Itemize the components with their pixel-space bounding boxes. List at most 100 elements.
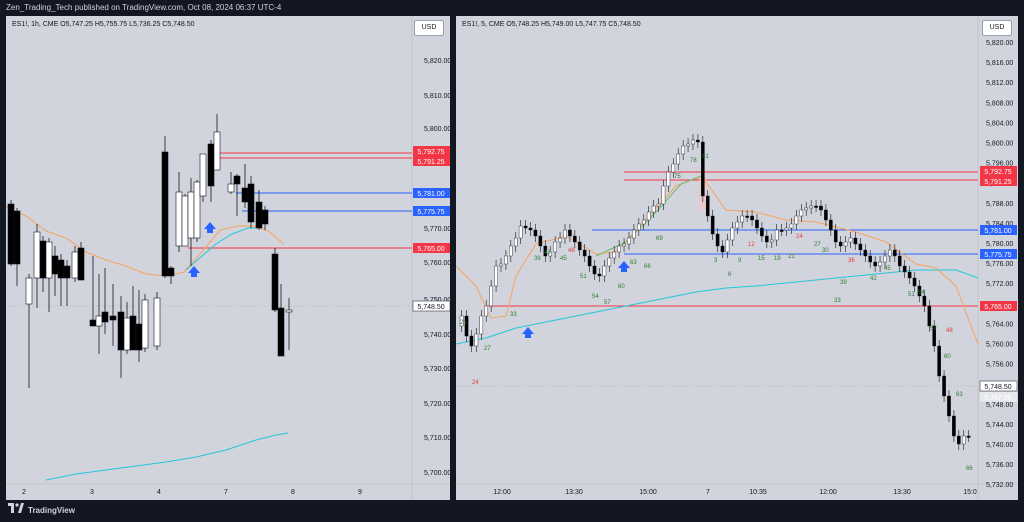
candle [957,435,961,445]
x-tick-label: 15:0 [963,489,977,496]
right-currency-button[interactable]: USD [982,20,1012,36]
candle [873,261,877,267]
counter-number-green: 81 [702,154,709,160]
y-tick-label: 5,788.00 [986,201,1013,208]
candle [745,215,749,218]
candle [285,309,293,313]
candle [261,209,269,225]
candle [833,229,838,243]
buy-arrow-icon [618,261,630,272]
left-label-5765: 5,765.00 [417,246,444,253]
candle [499,263,503,267]
right-y-ticks: 5,820.00 5,816.00 5,812.00 5,808.00 5,804.00… [986,40,1013,489]
candle [582,249,587,257]
candle [760,227,764,237]
candle [464,315,469,337]
candle [922,295,927,307]
counter-number-green: 39 [534,256,541,262]
candle [25,277,33,305]
counter-number-green: 27 [814,242,821,248]
candle [592,265,597,275]
counter-number-green: 45 [884,266,891,272]
candle [961,435,966,445]
counter-number-green: 3 [714,258,718,264]
counter-number-green: 75 [674,174,681,180]
candle [153,297,161,347]
candle [587,255,592,267]
candle [917,285,922,297]
left-candles [7,114,293,388]
counter-number-green: 33 [510,312,517,318]
candle [568,229,572,237]
right-level-labels: 5,792.75 5,791.25 5,781.00 5,775.75 5,76… [979,166,1018,402]
ema-long-line [45,432,289,481]
candle [474,333,479,347]
right-chart-svg[interactable]: 5,820.00 5,816.00 5,812.00 5,808.00 5,804.00… [456,16,1018,500]
candle [181,195,189,247]
candle [750,215,754,221]
brand-name: TradingView [28,506,75,515]
y-tick-label: 5,764.00 [986,321,1013,328]
candle [494,265,498,287]
y-tick-label: 5,800.00 [424,126,450,133]
right-label-last-price: 5,748.50 [984,384,1011,391]
counter-number-red: 48 [946,328,953,334]
candle [656,203,661,207]
candle [740,215,745,223]
candle [39,240,47,279]
candle [804,207,809,211]
candle [523,225,528,229]
candle [769,239,774,243]
candle [686,143,690,147]
left-chart-svg[interactable]: 5,820.005,810.005,800.005,790.005,780.00… [6,16,450,500]
candle [89,319,97,327]
candle [671,163,676,173]
candle [51,255,59,275]
left-chart-panel[interactable]: 5,820.005,810.005,800.005,790.005,780.00… [6,16,450,500]
candle [622,243,626,247]
candle [63,265,71,279]
right-chart-header: ES1!, 5, CME O5,748.25 H5,749.00 L5,747.… [462,21,641,28]
y-tick-label: 5,700.00 [424,470,450,477]
publisher-text: Zen_Trading_Tech published on TradingVie… [6,3,282,12]
y-tick-label: 5,748.00 [986,402,1013,409]
left-currency-button[interactable]: USD [414,20,444,36]
candle [937,345,941,377]
right-chart-panel[interactable]: 5,820.00 5,816.00 5,812.00 5,808.00 5,804.00… [456,16,1018,500]
candle [676,153,681,165]
candle [528,227,533,231]
left-label-5791-25: 5,791.25 [417,159,444,166]
candle [907,271,912,279]
y-tick-label: 5,780.00 [986,241,1013,248]
candle [101,311,109,323]
counter-number-green: 69 [656,236,663,242]
x-tick-label: 15:00 [639,489,657,496]
candle [641,219,646,225]
candle [95,315,103,327]
counter-number-green: 27 [484,346,491,352]
brand-bar: TradingView [0,500,1024,522]
candle [897,255,902,267]
y-tick-label: 5,796.00 [986,161,1013,168]
candle [829,219,833,231]
candle [705,195,710,217]
left-price-axis[interactable] [412,16,450,500]
candle [543,245,548,257]
candle [141,299,149,349]
candle [469,335,474,347]
left-level-labels: 5,792.75 5,791.25 5,781.00 5,775.75 5,76… [412,146,450,312]
candle [966,435,971,438]
y-tick-label: 5,812.00 [986,80,1013,87]
candle [947,395,951,417]
y-tick-label: 5,776.00 [986,261,1013,268]
candle [77,247,85,281]
candle [187,191,195,239]
buy-arrow-icon [204,222,216,233]
counter-number-green: 21 [788,254,795,260]
publisher-bar: Zen_Trading_Tech published on TradingVie… [0,0,1024,16]
candle [135,323,143,351]
y-tick-label: 5,820.00 [424,58,450,65]
candle [888,249,892,257]
candle [632,229,636,239]
